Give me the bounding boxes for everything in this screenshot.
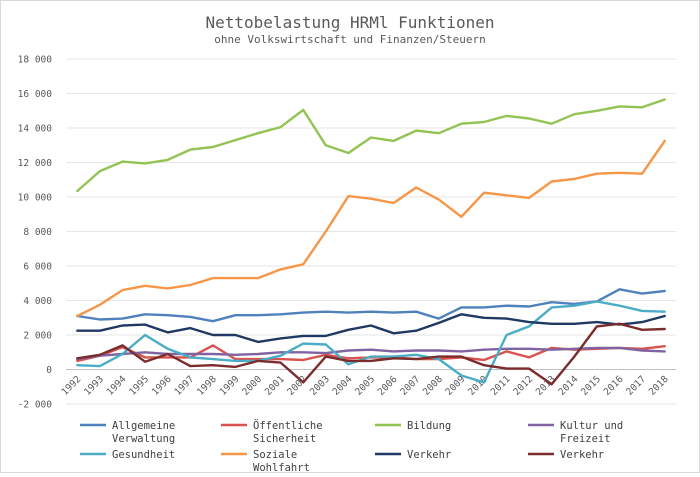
- legend-label: Allgemeine Verwaltung: [112, 420, 175, 445]
- legend-label: Verkehr: [407, 449, 451, 461]
- legend-label: Soziale Wohlfahrt: [253, 449, 310, 473]
- y-tick-label: 18 000: [18, 55, 53, 66]
- legend-label: Öffentliche Sicherheit: [253, 419, 323, 445]
- y-tick-label: 16 000: [18, 89, 53, 100]
- y-tick-label: 6 000: [23, 262, 52, 273]
- series-line-1: [76, 288, 666, 323]
- y-tick-label: 14 000: [18, 124, 53, 135]
- y-tick-label: 4 000: [23, 296, 52, 307]
- legend-label: Kultur und Freizeit: [560, 420, 623, 445]
- series-line-5: [76, 300, 666, 384]
- series-line-3: [76, 98, 666, 193]
- legend: Allgemeine Verwaltung Öffentliche Sicherhei…: [80, 419, 623, 474]
- gridlines: [66, 58, 676, 405]
- y-tick-label: 8 000: [23, 227, 52, 238]
- legend-label: Verkehr: [560, 449, 604, 461]
- y-tick-label: 2 000: [23, 331, 52, 342]
- y-tick-label: 12 000: [18, 158, 53, 169]
- y-tick-label: -2 000: [18, 400, 53, 411]
- y-tick-label: 10 000: [18, 193, 53, 204]
- legend-label: Bildung: [407, 420, 451, 432]
- series-line-7: [76, 313, 666, 344]
- chart-title: Nettobelastung HRMl Funktionen: [206, 13, 495, 32]
- legend-label: Gesundheit: [112, 449, 175, 461]
- y-axis: -2 000 0 2 000 4 000 6 000 8 000 10 000 12 000 1…: [18, 55, 53, 411]
- series-line-6: [76, 139, 666, 318]
- series-lines: [76, 98, 666, 386]
- series-line-4: [76, 346, 666, 361]
- chart-subtitle: ohne Volkswirtschaft und Finanzen/Steuer…: [214, 33, 486, 46]
- series-line-8: [76, 322, 666, 386]
- y-tick-label: 0: [46, 365, 52, 376]
